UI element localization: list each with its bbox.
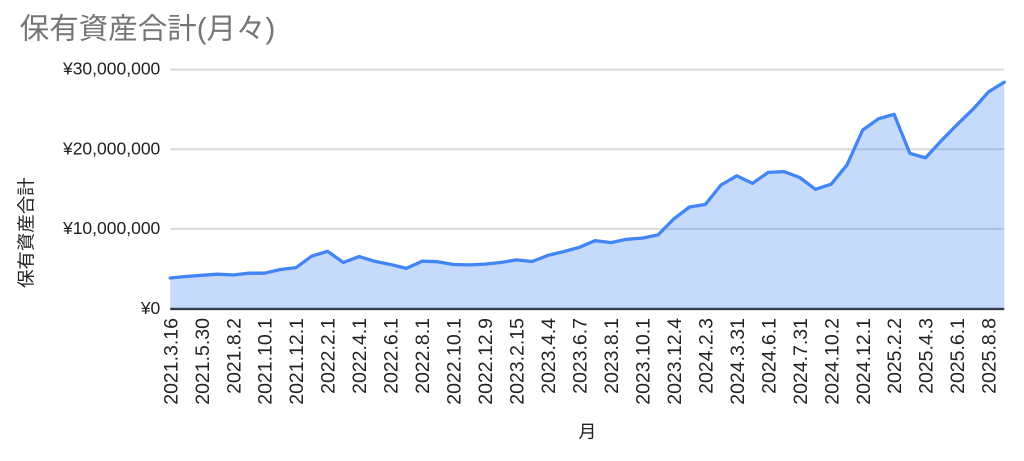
svg-text:2023.8.1: 2023.8.1 <box>601 318 623 394</box>
svg-text:2021.10.1: 2021.10.1 <box>255 318 277 405</box>
svg-text:2023.2.15: 2023.2.15 <box>507 318 529 405</box>
svg-text:2022.10.1: 2022.10.1 <box>444 318 466 405</box>
svg-text:2023.12.4: 2023.12.4 <box>664 318 686 405</box>
svg-text:2021.12.1: 2021.12.1 <box>286 318 308 405</box>
svg-text:2024.10.2: 2024.10.2 <box>821 318 843 405</box>
svg-text:¥10,000,000: ¥10,000,000 <box>62 218 161 238</box>
svg-text:2024.6.1: 2024.6.1 <box>758 318 780 394</box>
svg-text:2022.8.1: 2022.8.1 <box>412 318 434 394</box>
svg-text:): ) <box>266 13 276 46</box>
svg-text:2022.6.1: 2022.6.1 <box>381 318 403 394</box>
svg-text:2024.3.31: 2024.3.31 <box>727 318 749 405</box>
svg-text:2021.3.16: 2021.3.16 <box>160 318 182 405</box>
svg-text:2023.4.4: 2023.4.4 <box>538 318 560 394</box>
svg-text:2024.2.3: 2024.2.3 <box>695 318 717 394</box>
svg-text:2022.4.1: 2022.4.1 <box>349 318 371 394</box>
svg-text:2025.4.3: 2025.4.3 <box>916 318 938 394</box>
svg-text:¥30,000,000: ¥30,000,000 <box>62 59 161 79</box>
svg-text:2023.10.1: 2023.10.1 <box>632 318 654 405</box>
svg-text:2024.12.1: 2024.12.1 <box>853 318 875 405</box>
svg-text:¥20,000,000: ¥20,000,000 <box>62 138 161 158</box>
svg-text:2022.2.1: 2022.2.1 <box>318 318 340 394</box>
svg-text:2025.8.8: 2025.8.8 <box>979 318 1001 394</box>
svg-text:2025.2.2: 2025.2.2 <box>884 318 906 394</box>
svg-text:2024.7.31: 2024.7.31 <box>790 318 812 405</box>
svg-text:(: ( <box>197 13 207 46</box>
svg-text:2021.8.2: 2021.8.2 <box>223 318 245 394</box>
svg-text:2025.6.1: 2025.6.1 <box>947 318 969 394</box>
svg-text:2023.6.7: 2023.6.7 <box>570 318 592 394</box>
svg-text:¥0: ¥0 <box>140 298 161 318</box>
svg-text:2021.5.30: 2021.5.30 <box>192 318 214 405</box>
svg-text:2022.12.9: 2022.12.9 <box>475 318 497 405</box>
